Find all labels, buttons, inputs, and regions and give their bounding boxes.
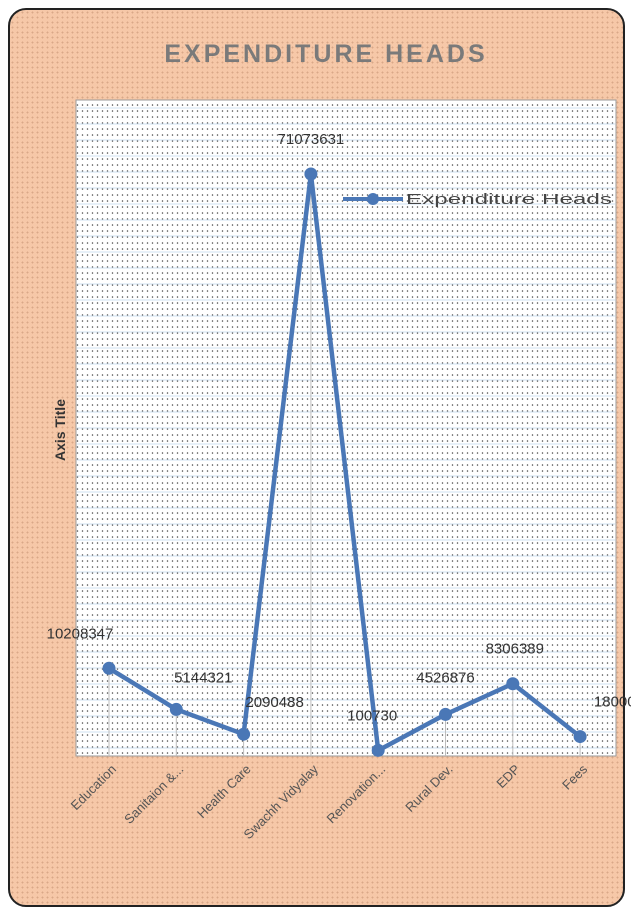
data-label: 5144321 (174, 669, 232, 686)
data-point[interactable] (169, 702, 183, 716)
legend-label: Expenditure Heads (406, 191, 612, 208)
data-label: 2090488 (245, 694, 303, 711)
x-tick-label: Fees (559, 761, 590, 792)
data-label: 4526876 (416, 669, 474, 686)
legend-marker (367, 193, 379, 205)
x-tick-label: Sanitaion &... (121, 762, 186, 827)
data-point[interactable] (371, 743, 385, 757)
chart-title: EXPENDITURE HEADS (164, 40, 487, 68)
data-point[interactable] (573, 730, 587, 744)
vertical-gridlines (108, 174, 581, 756)
x-tick-label: Renovation... (324, 762, 389, 827)
data-label: 10208347 (47, 625, 114, 642)
x-tick-label: Health Care (194, 762, 254, 822)
x-tick-label: Swachh Vidyalay (241, 761, 322, 842)
x-tick-label: Rural Dev. (402, 762, 455, 815)
data-label: 1800000 (594, 694, 631, 711)
x-tick-label: EDP (493, 762, 523, 792)
series-line (106, 171, 583, 753)
data-label: 8306389 (486, 641, 544, 658)
x-axis-tick-labels: Education Sanitaion &... Health CareSwachh… (68, 761, 591, 842)
data-point[interactable] (304, 167, 318, 181)
x-tick-label: Education (68, 762, 119, 813)
data-label: 100730 (347, 707, 397, 724)
data-labels: 10208347 5144321 2090488 71073631 100730 4526… (47, 131, 631, 724)
data-point[interactable] (506, 677, 520, 691)
data-point[interactable] (439, 707, 452, 721)
series-layer (102, 167, 587, 757)
legend[interactable]: Expenditure Heads (343, 191, 612, 208)
data-label: 71073631 (278, 131, 345, 148)
horizontal-gridlines (77, 107, 615, 749)
y-axis-title: Axis Title (52, 399, 68, 461)
data-point[interactable] (237, 727, 251, 741)
data-point[interactable] (102, 661, 116, 675)
